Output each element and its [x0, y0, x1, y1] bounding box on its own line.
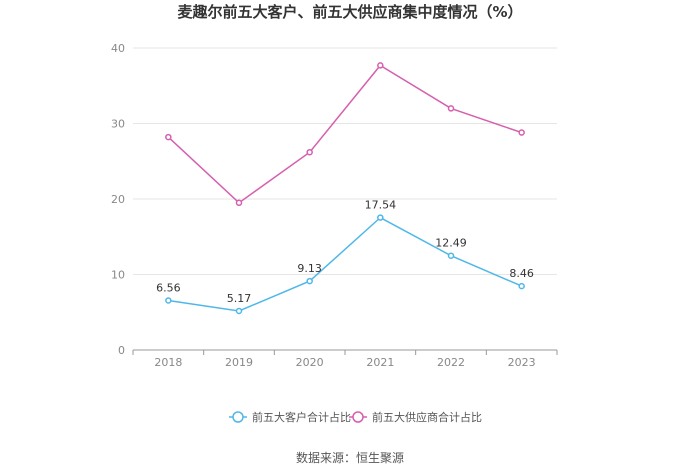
data-label: 5.17 [227, 292, 252, 305]
legend-label: 前五大客户合计占比 [252, 410, 351, 424]
data-point [165, 133, 172, 141]
data-label: 9.13 [297, 262, 322, 275]
series-2 [165, 62, 525, 207]
x-tick-label: 2020 [296, 356, 324, 369]
data-point [235, 307, 243, 315]
x-tick-label: 2018 [154, 356, 182, 369]
chart-title: 麦趣尔前五大客户、前五大供应商集中度情况（%） [177, 3, 522, 21]
x-tick-label: 2023 [508, 356, 536, 369]
data-point [306, 148, 313, 156]
y-tick-label: 20 [111, 193, 125, 206]
x-tick-label: 2022 [437, 356, 465, 369]
data-label: 17.54 [365, 199, 397, 212]
data-point [447, 252, 455, 259]
data-point [518, 129, 525, 136]
data-label: 6.56 [156, 281, 181, 294]
y-tick-label: 40 [111, 42, 125, 55]
data-point [165, 297, 172, 304]
y-tick-label: 10 [111, 269, 125, 282]
y-axis: 0 10 20 30 40 [111, 42, 125, 357]
series-line [167, 64, 522, 204]
data-point [518, 282, 525, 290]
x-tick-label: 2021 [366, 356, 394, 369]
grid-lines [133, 47, 557, 275]
legend-label: 前五大供应商合计占比 [372, 410, 482, 424]
series-line [168, 216, 522, 312]
legend: 前五大客户合计占比 前五大供应商合计占比 [229, 410, 482, 424]
legend-marker [232, 411, 244, 423]
legend-item[interactable]: 前五大客户合计占比 [229, 410, 351, 424]
y-tick-label: 0 [118, 344, 125, 357]
data-point [447, 105, 455, 112]
data-point [306, 277, 313, 285]
y-tick-label: 30 [111, 118, 125, 131]
series-group: 6.56 5.17 9.13 17.54 12.49 8.46 [156, 62, 534, 315]
legend-marker [352, 411, 364, 423]
legend-item[interactable]: 前五大供应商合计占比 [349, 410, 482, 424]
data-point [377, 62, 384, 69]
data-point [235, 199, 243, 207]
data-point [377, 214, 384, 221]
x-tick-label: 2019 [225, 356, 253, 369]
data-source: 数据来源：恒生聚源 [296, 450, 404, 465]
data-label: 12.49 [435, 237, 467, 250]
data-label: 8.46 [509, 267, 534, 280]
series-1: 6.56 5.17 9.13 17.54 12.49 8.46 [156, 199, 534, 315]
x-axis: 2018 2019 2020 2021 2022 2023 [132, 349, 558, 369]
